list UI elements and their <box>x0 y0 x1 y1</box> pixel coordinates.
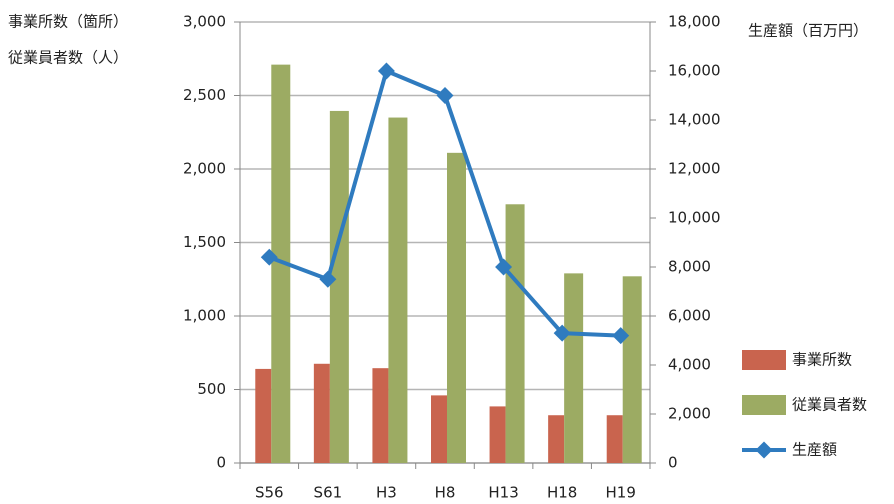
bar <box>313 363 330 463</box>
y2-tick-label: 18,000 <box>668 13 721 31</box>
y2-tick-label: 6,000 <box>668 307 711 325</box>
bar <box>255 368 272 463</box>
line-marker <box>553 324 571 342</box>
x-tick-label: H19 <box>606 484 636 502</box>
bar <box>622 276 642 463</box>
x-tick-label: H13 <box>488 484 518 502</box>
bar <box>329 110 349 463</box>
y-tick-label: 1,000 <box>183 307 226 325</box>
legend-swatch <box>755 441 773 459</box>
y2-axis-title: 生産額（百万円） <box>748 22 868 40</box>
x-tick-label: S56 <box>255 484 284 502</box>
y2-tick-label: 12,000 <box>668 160 721 178</box>
legend-label: 従業員者数 <box>792 396 867 414</box>
legend-label: 生産額 <box>792 441 837 459</box>
legend-swatch <box>742 395 786 415</box>
y-tick-label: 500 <box>197 380 226 398</box>
x-tick-label: H18 <box>547 484 577 502</box>
bar <box>505 204 525 463</box>
x-tick-label: S61 <box>314 484 343 502</box>
y2-tick-label: 4,000 <box>668 356 711 374</box>
line-marker <box>377 62 395 80</box>
y-tick-label: 2,500 <box>183 86 226 104</box>
y-tick-label: 3,000 <box>183 13 226 31</box>
y2-tick-label: 14,000 <box>668 111 721 129</box>
y-tick-label: 0 <box>216 454 226 472</box>
line-marker <box>436 87 454 104</box>
bar <box>388 117 408 464</box>
y-axis-title: 従業員者数（人） <box>8 49 128 67</box>
y-tick-label: 2,000 <box>183 160 226 178</box>
y2-tick-label: 10,000 <box>668 209 721 227</box>
line-marker <box>260 248 278 266</box>
x-tick-label: H3 <box>376 484 397 502</box>
bar <box>271 64 291 463</box>
bar <box>372 368 389 463</box>
y-tick-label: 1,500 <box>183 233 226 251</box>
bar <box>431 395 447 463</box>
line-marker <box>612 327 630 345</box>
line-marker <box>495 258 513 276</box>
y2-tick-label: 2,000 <box>668 405 711 423</box>
y2-tick-label: 0 <box>668 454 678 472</box>
line-marker <box>319 270 337 288</box>
x-tick-label: H8 <box>435 484 456 502</box>
y2-tick-label: 8,000 <box>668 258 711 276</box>
bar <box>447 152 466 463</box>
bar <box>606 415 623 463</box>
y-axis-title: 事業所数（箇所） <box>8 13 128 31</box>
legend-swatch <box>742 350 786 370</box>
bar <box>564 273 584 463</box>
y2-tick-label: 16,000 <box>668 62 721 80</box>
bar <box>548 415 565 463</box>
bar <box>489 406 506 463</box>
legend-label: 事業所数 <box>792 351 852 369</box>
